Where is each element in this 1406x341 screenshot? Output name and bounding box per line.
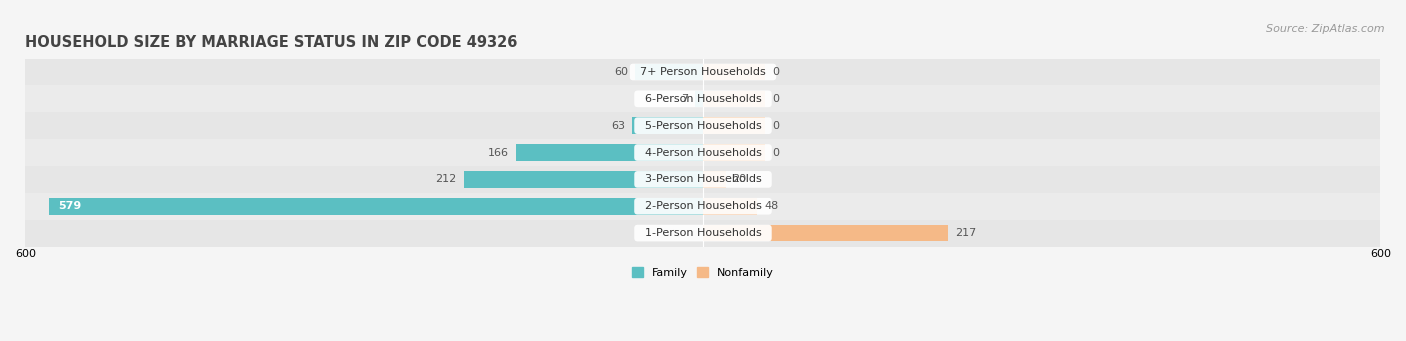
Bar: [703, 117, 765, 134]
Text: 60: 60: [614, 67, 628, 77]
Text: 1-Person Households: 1-Person Households: [638, 228, 768, 238]
Bar: [703, 64, 765, 80]
Text: 4-Person Households: 4-Person Households: [637, 148, 769, 158]
Text: 166: 166: [488, 148, 509, 158]
Text: 5-Person Households: 5-Person Households: [638, 121, 768, 131]
Text: 3-Person Households: 3-Person Households: [638, 174, 768, 184]
Bar: [25, 193, 1381, 220]
Text: 212: 212: [436, 174, 457, 184]
Text: 0: 0: [772, 121, 779, 131]
Bar: [703, 225, 948, 241]
Text: 2-Person Households: 2-Person Households: [637, 201, 769, 211]
Text: Source: ZipAtlas.com: Source: ZipAtlas.com: [1267, 24, 1385, 34]
Text: 7: 7: [681, 94, 689, 104]
Bar: [25, 112, 1381, 139]
Bar: [25, 85, 1381, 112]
Bar: [631, 117, 703, 134]
Bar: [636, 64, 703, 80]
Bar: [464, 171, 703, 188]
Text: 0: 0: [772, 67, 779, 77]
Bar: [25, 220, 1381, 247]
Text: HOUSEHOLD SIZE BY MARRIAGE STATUS IN ZIP CODE 49326: HOUSEHOLD SIZE BY MARRIAGE STATUS IN ZIP…: [25, 35, 517, 50]
Bar: [703, 171, 725, 188]
Text: 0: 0: [772, 148, 779, 158]
Bar: [25, 166, 1381, 193]
Bar: [25, 59, 1381, 85]
Bar: [516, 144, 703, 161]
Text: 20: 20: [733, 174, 747, 184]
Bar: [695, 90, 703, 107]
Legend: Family, Nonfamily: Family, Nonfamily: [627, 263, 779, 282]
Text: 0: 0: [772, 94, 779, 104]
Bar: [25, 139, 1381, 166]
Text: 6-Person Households: 6-Person Households: [638, 94, 768, 104]
Text: 579: 579: [58, 201, 82, 211]
Bar: [703, 198, 758, 214]
Bar: [703, 144, 765, 161]
Text: 7+ Person Households: 7+ Person Households: [633, 67, 773, 77]
Text: 48: 48: [763, 201, 779, 211]
Text: 217: 217: [955, 228, 976, 238]
Bar: [703, 90, 765, 107]
Bar: [49, 198, 703, 214]
Text: 63: 63: [612, 121, 626, 131]
